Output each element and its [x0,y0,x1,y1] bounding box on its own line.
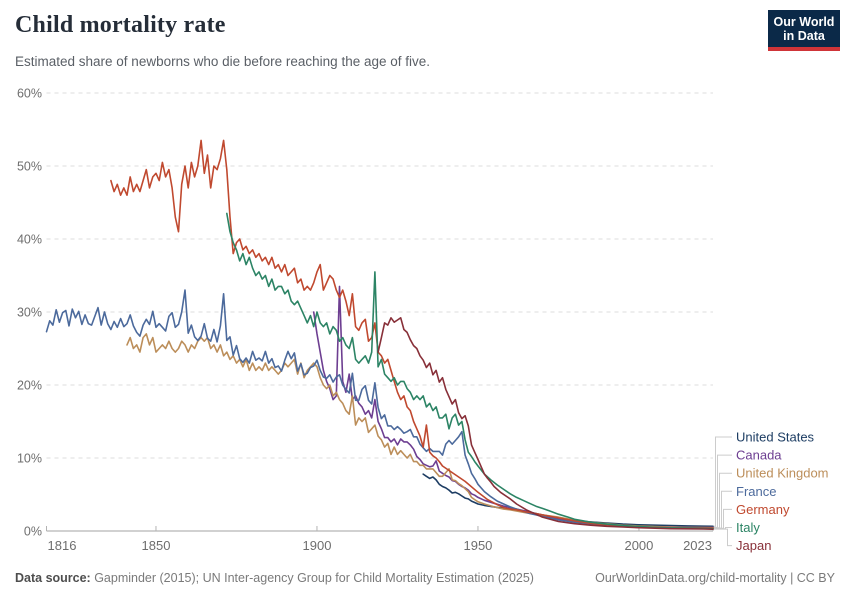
series-line-italy[interactable] [226,212,714,530]
series-line-japan[interactable] [377,316,714,531]
x-axis-label-1816: 1816 [48,538,77,553]
footer-source-label: Data source: [15,571,91,585]
x-axis-label-1900: 1900 [303,538,332,553]
y-axis-label-10: 10% [17,452,42,466]
owid-logo[interactable]: Our World in Data [768,10,840,51]
page-title: Child mortality rate [15,12,226,38]
y-axis-label-40: 40% [17,233,42,247]
series-line-united-states[interactable] [422,473,714,528]
legend-label-france[interactable]: France [736,484,776,499]
y-axis-label-30: 30% [17,306,42,320]
page-subtitle: Estimated share of newborns who die befo… [15,54,430,69]
legend-label-germany[interactable]: Germany [736,502,790,517]
legend-label-canada[interactable]: Canada [736,448,782,463]
footer-source-text: Gapminder (2015); UN Inter-agency Group … [90,571,534,585]
y-axis-label-0: 0% [24,525,42,539]
owid-logo-line1: Our World [773,15,835,29]
y-axis-label-60: 60% [17,87,42,101]
legend-label-united-kingdom[interactable]: United Kingdom [736,466,829,481]
legend-label-italy[interactable]: Italy [736,520,760,535]
legend-connector-japan [713,528,732,547]
footer-source: Data source: Gapminder (2015); UN Inter-… [15,571,534,585]
legend-label-japan[interactable]: Japan [736,538,771,553]
series-line-germany[interactable] [110,139,714,530]
owid-logo-line2: in Data [783,29,825,43]
series-line-france[interactable] [45,289,714,529]
footer-credit[interactable]: OurWorldinData.org/child-mortality | CC … [595,571,835,585]
series-line-united-kingdom[interactable] [126,333,714,529]
legend-label-united-states[interactable]: United States [736,430,815,445]
x-axis-label-2000: 2000 [624,538,653,553]
legend-connector-germany [713,508,732,529]
legend-connector-united-states [713,436,732,527]
y-axis-label-50: 50% [17,160,42,174]
y-axis-label-20: 20% [17,379,42,393]
x-axis-label-1950: 1950 [463,538,492,553]
x-axis-label-2023: 2023 [683,538,712,553]
x-axis-label-1850: 1850 [142,538,171,553]
